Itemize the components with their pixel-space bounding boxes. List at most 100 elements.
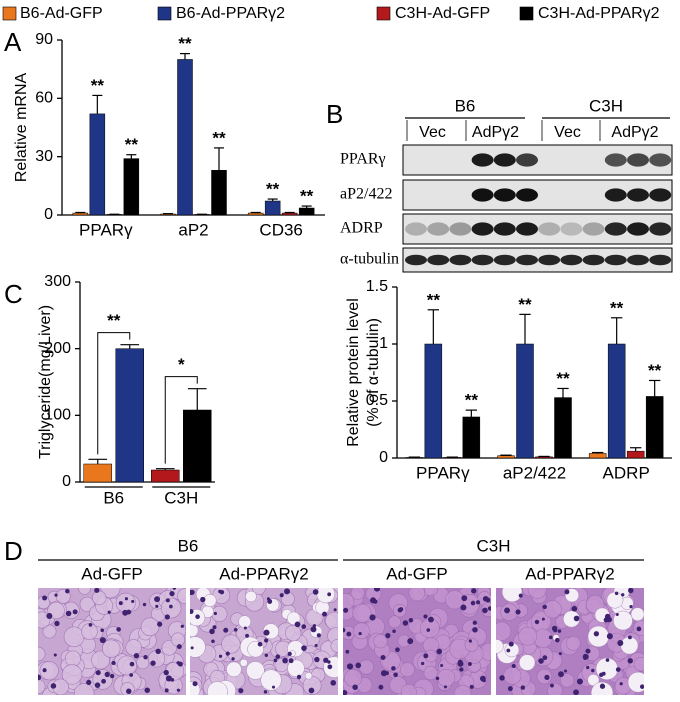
nucleus <box>88 623 93 627</box>
error-bar <box>155 468 175 470</box>
nucleus <box>190 646 194 650</box>
legend-swatch <box>519 6 534 21</box>
blot-band <box>582 222 605 236</box>
blot-band <box>493 153 516 167</box>
vacuole <box>587 674 600 687</box>
blot-band <box>649 254 672 266</box>
vacuole <box>260 669 282 691</box>
bar <box>123 158 140 216</box>
y-tick-label: 0 <box>62 473 71 490</box>
blot-band <box>604 188 627 202</box>
blot-band <box>471 254 494 266</box>
nucleus <box>287 651 292 657</box>
cell <box>464 637 479 652</box>
nucleus <box>131 599 135 604</box>
nucleus <box>72 609 78 615</box>
nucleus <box>627 658 633 664</box>
vacuole <box>238 615 252 629</box>
cell <box>350 588 365 600</box>
nucleus <box>518 593 523 598</box>
nucleus <box>54 593 58 597</box>
significance: ** <box>178 34 192 53</box>
nucleus <box>263 690 268 694</box>
nucleus <box>284 588 291 595</box>
y-tick-label: 60 <box>35 90 53 107</box>
legend-label: C3H-Ad-PPARγ2 <box>538 5 660 22</box>
blot-band <box>405 254 427 266</box>
cell <box>399 662 415 678</box>
error-bar <box>500 454 512 456</box>
nucleus <box>615 613 619 617</box>
nucleus <box>129 673 134 677</box>
nucleus <box>211 639 215 644</box>
cell <box>325 611 338 631</box>
nucleus <box>310 626 317 633</box>
legend-label: B6-Ad-GFP <box>20 5 103 22</box>
histo-group: B6 <box>178 536 199 555</box>
blot-group: B6 <box>455 96 476 115</box>
cell <box>358 659 374 675</box>
nucleus <box>176 688 180 692</box>
error-bar <box>267 198 278 201</box>
nucleus <box>316 633 321 638</box>
nucleus <box>107 610 111 614</box>
x-tick-label: aP2/422 <box>503 463 566 482</box>
nucleus <box>435 676 440 681</box>
significance: ** <box>556 369 570 388</box>
nucleus <box>576 678 583 685</box>
nucleus <box>257 641 263 647</box>
cell <box>353 622 370 640</box>
nucleus <box>267 599 273 604</box>
nucleus <box>263 629 270 636</box>
nucleus <box>142 602 147 607</box>
nucleus <box>548 635 553 640</box>
nucleus <box>639 684 644 689</box>
nucleus <box>499 675 505 681</box>
panel-label: B <box>326 99 343 129</box>
nucleus <box>534 619 540 625</box>
blot-band <box>493 254 516 266</box>
bar <box>298 207 315 216</box>
bar <box>247 212 264 216</box>
nucleus <box>621 593 625 597</box>
nucleus <box>180 624 184 628</box>
cell <box>527 588 547 599</box>
x-tick-label: PPARγ <box>416 463 470 482</box>
nucleus <box>200 597 204 601</box>
nucleus <box>619 682 623 686</box>
vacuole <box>190 681 201 695</box>
nucleus <box>176 644 182 650</box>
y-tick-label: 200 <box>44 340 71 357</box>
nucleus <box>126 688 132 695</box>
bar <box>497 455 515 459</box>
vacuole <box>587 625 610 648</box>
cell <box>117 655 137 676</box>
blot-band <box>649 188 672 202</box>
nucleus <box>487 606 491 611</box>
blot-band <box>449 222 472 236</box>
histo-label: Ad-PPARγ2 <box>525 564 614 583</box>
x-tick-label: ADRP <box>603 463 650 482</box>
histology-image <box>190 588 338 695</box>
nucleus <box>312 589 319 595</box>
nucleus <box>515 609 521 615</box>
nucleus <box>507 686 513 692</box>
cell <box>78 588 91 595</box>
nucleus <box>129 661 135 667</box>
histo-group: C3H <box>476 536 510 555</box>
nucleus <box>190 589 195 595</box>
bar <box>211 170 227 216</box>
vacuole <box>518 654 536 671</box>
nucleus <box>563 669 567 673</box>
nucleus <box>542 604 547 610</box>
cell <box>388 615 401 629</box>
nucleus <box>238 688 244 694</box>
blot-band <box>538 222 561 236</box>
significance: ** <box>125 135 139 154</box>
error-bar <box>592 451 604 454</box>
nucleus <box>467 662 472 666</box>
panel-label: C <box>4 279 23 309</box>
nucleus <box>143 655 148 660</box>
nucleus <box>312 624 317 628</box>
